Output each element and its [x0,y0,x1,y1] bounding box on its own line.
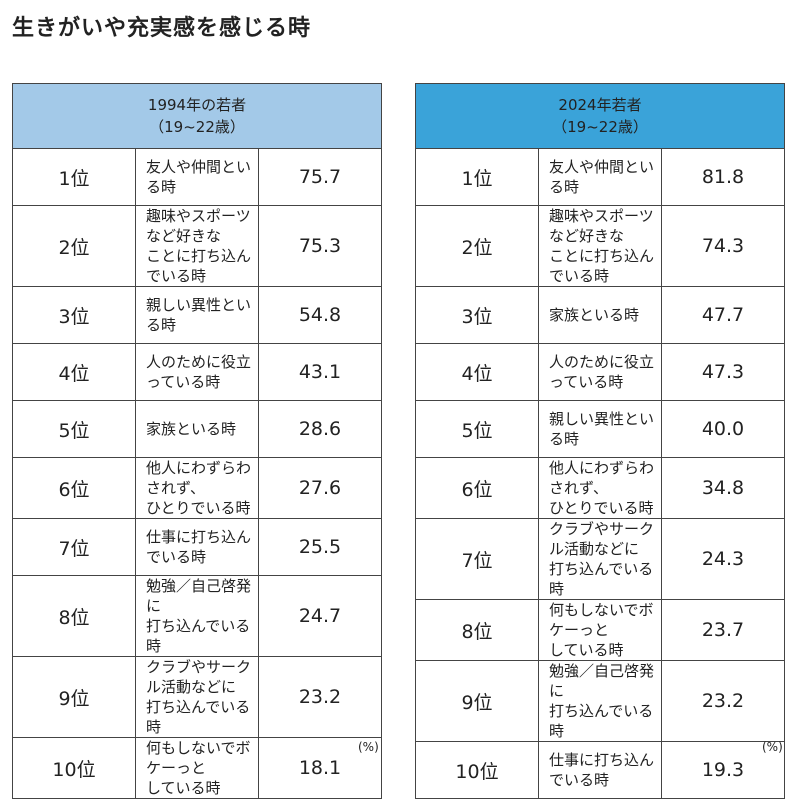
value-cell: 27.6 [258,457,382,519]
item-cell: 人のために役立っている時 [538,343,662,401]
table-row: 10位 仕事に打ち込んでいる時 19.3 [415,741,785,799]
table-row: 3位 家族といる時 47.7 [415,286,785,344]
table-header: 2024年若者 （19~22歳） [415,83,785,149]
table-2024: 2024年若者 （19~22歳） 1位 友人や仲間といる時 81.8 2位 趣味やスポー… [415,83,785,799]
rank-cell: 2位 [12,205,136,287]
value-cell: 47.7 [661,286,785,344]
value-cell: 75.7 [258,148,382,206]
table-row: 8位 勉強／自己啓発に 打ち込んでいる時 24.7 [12,575,382,657]
value-cell: 24.3 [661,518,785,600]
value-cell: 43.1 [258,343,382,401]
table-row: 6位 他人にわずらわされず、 ひとりでいる時 34.8 [415,457,785,519]
table-row: 1位 友人や仲間といる時 81.8 [415,148,785,206]
table-row: 2位 趣味やスポーツなど好きな ことに打ち込んでいる時 75.3 [12,205,382,287]
table-header: 1994年の若者 （19~22歳） [12,83,382,149]
item-cell: 仕事に打ち込んでいる時 [538,741,662,799]
item-cell: 勉強／自己啓発に 打ち込んでいる時 [538,660,662,742]
table-row: 5位 家族といる時 28.6 [12,400,382,458]
item-cell: 他人にわずらわされず、 ひとりでいる時 [538,457,662,519]
table-row: 3位 親しい異性といる時 54.8 [12,286,382,344]
rank-cell: 8位 [415,599,539,661]
value-cell: 47.3 [661,343,785,401]
item-cell: 他人にわずらわされず、 ひとりでいる時 [135,457,259,519]
item-cell: クラブやサークル活動などに 打ち込んでいる時 [135,656,259,738]
value-cell: 23.2 [661,660,785,742]
item-cell: 何もしないでボケーっと している時 [538,599,662,661]
value-cell: 23.2 [258,656,382,738]
rank-cell: 5位 [415,400,539,458]
rank-cell: 3位 [12,286,136,344]
rank-cell: 9位 [12,656,136,738]
value-cell: 40.0 [661,400,785,458]
rank-cell: 5位 [12,400,136,458]
table-row: 7位 仕事に打ち込んでいる時 25.5 [12,518,382,576]
rank-cell: 6位 [12,457,136,519]
value-cell: 54.8 [258,286,382,344]
value-cell: 23.7 [661,599,785,661]
item-cell: クラブやサークル活動などに 打ち込んでいる時 [538,518,662,600]
value-cell: 24.7 [258,575,382,657]
rank-cell: 3位 [415,286,539,344]
unit-label: (%) [358,740,379,754]
page-title: 生きがいや充実感を感じる時 [12,16,312,41]
table-row: 6位 他人にわずらわされず、 ひとりでいる時 27.6 [12,457,382,519]
value-cell: 74.3 [661,205,785,287]
item-cell: 家族といる時 [135,400,259,458]
table-1994: 1994年の若者 （19~22歳） 1位 友人や仲間といる時 75.7 2位 趣味やスポ… [12,83,382,799]
table-row: 5位 親しい異性といる時 40.0 [415,400,785,458]
table-row: 10位 何もしないでボケーっと している時 18.1 [12,737,382,799]
rank-cell: 10位 [12,737,136,799]
rank-cell: 1位 [12,148,136,206]
table-row: 4位 人のために役立っている時 43.1 [12,343,382,401]
table-row: 2位 趣味やスポーツなど好きな ことに打ち込んでいる時 74.3 [415,205,785,287]
rank-cell: 9位 [415,660,539,742]
item-cell: 友人や仲間といる時 [538,148,662,206]
item-cell: 趣味やスポーツなど好きな ことに打ち込んでいる時 [538,205,662,287]
rank-cell: 10位 [415,741,539,799]
value-cell: 75.3 [258,205,382,287]
item-cell: 人のために役立っている時 [135,343,259,401]
value-cell: 34.8 [661,457,785,519]
rank-cell: 1位 [415,148,539,206]
rank-cell: 4位 [12,343,136,401]
value-cell: 25.5 [258,518,382,576]
item-cell: 親しい異性といる時 [538,400,662,458]
item-cell: 友人や仲間といる時 [135,148,259,206]
item-cell: 親しい異性といる時 [135,286,259,344]
item-cell: 趣味やスポーツなど好きな ことに打ち込んでいる時 [135,205,259,287]
item-cell: 仕事に打ち込んでいる時 [135,518,259,576]
item-cell: 家族といる時 [538,286,662,344]
table-row: 4位 人のために役立っている時 47.3 [415,343,785,401]
rank-cell: 6位 [415,457,539,519]
value-cell: 81.8 [661,148,785,206]
rank-cell: 7位 [415,518,539,600]
rank-cell: 4位 [415,343,539,401]
table-row: 9位 クラブやサークル活動などに 打ち込んでいる時 23.2 [12,656,382,738]
table-row: 9位 勉強／自己啓発に 打ち込んでいる時 23.2 [415,660,785,742]
rank-cell: 2位 [415,205,539,287]
item-cell: 何もしないでボケーっと している時 [135,737,259,799]
table-row: 8位 何もしないでボケーっと している時 23.7 [415,599,785,661]
rank-cell: 8位 [12,575,136,657]
table-row: 1位 友人や仲間といる時 75.7 [12,148,382,206]
table-row: 7位 クラブやサークル活動などに 打ち込んでいる時 24.3 [415,518,785,600]
item-cell: 勉強／自己啓発に 打ち込んでいる時 [135,575,259,657]
value-cell: 28.6 [258,400,382,458]
unit-label: (%) [762,740,783,754]
rank-cell: 7位 [12,518,136,576]
